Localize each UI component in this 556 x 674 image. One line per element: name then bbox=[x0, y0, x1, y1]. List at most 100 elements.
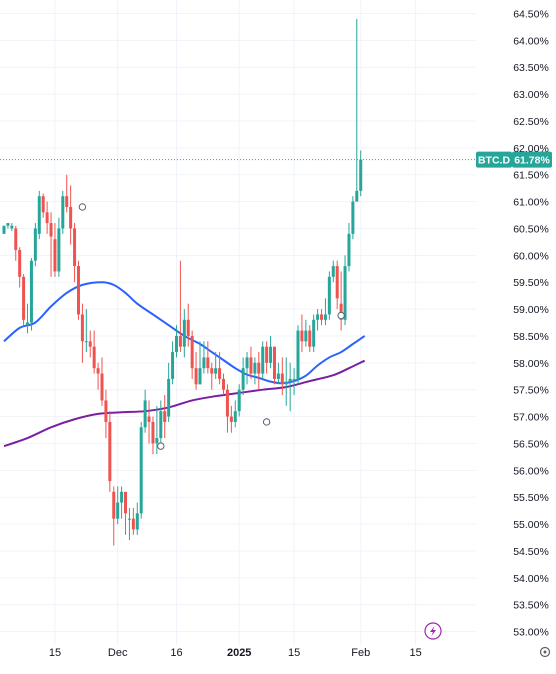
candle-body bbox=[206, 357, 210, 369]
candle bbox=[116, 486, 120, 525]
candle-body bbox=[171, 352, 175, 379]
candle bbox=[45, 201, 49, 234]
candle-body bbox=[210, 368, 214, 374]
candle bbox=[10, 223, 14, 232]
candle bbox=[198, 341, 202, 385]
candle-body bbox=[57, 228, 61, 272]
candle-body bbox=[76, 266, 80, 315]
candle-body bbox=[257, 362, 261, 374]
candle bbox=[96, 362, 100, 390]
candle-body bbox=[69, 206, 73, 229]
candle bbox=[120, 486, 124, 519]
candle-body bbox=[104, 400, 108, 422]
x-tick-label: Dec bbox=[108, 647, 128, 659]
candle-body bbox=[163, 411, 167, 422]
candle bbox=[331, 260, 335, 283]
candle bbox=[257, 352, 261, 390]
candle-body bbox=[343, 266, 347, 320]
candle bbox=[272, 346, 276, 385]
candle bbox=[151, 416, 155, 455]
candle bbox=[33, 223, 37, 267]
x-tick-label: 2025 bbox=[227, 647, 251, 659]
event-marker[interactable] bbox=[78, 203, 87, 211]
candle-body bbox=[147, 416, 151, 422]
candle-body bbox=[29, 260, 33, 323]
candle bbox=[241, 357, 245, 396]
symbol-tag[interactable] bbox=[476, 151, 512, 168]
candle bbox=[253, 357, 257, 385]
candle bbox=[53, 223, 57, 277]
candle bbox=[218, 352, 222, 385]
y-tick-label: 62.00% bbox=[513, 143, 549, 155]
candle bbox=[351, 196, 355, 240]
candle-body bbox=[308, 330, 312, 347]
candle-body bbox=[41, 196, 45, 213]
candle-body bbox=[249, 357, 253, 374]
candle bbox=[280, 357, 284, 396]
candle bbox=[26, 303, 30, 334]
y-tick-label: 55.00% bbox=[513, 519, 549, 531]
candle-body bbox=[280, 373, 284, 385]
candle bbox=[222, 373, 226, 396]
chart-icons bbox=[424, 622, 551, 658]
candle bbox=[265, 341, 269, 374]
candle-body bbox=[33, 228, 37, 261]
candle-body bbox=[65, 196, 69, 207]
candle-body bbox=[159, 411, 163, 439]
candle-body bbox=[127, 518, 131, 520]
candle-body bbox=[272, 346, 276, 379]
y-tick-label: 60.00% bbox=[513, 250, 549, 262]
candle-body bbox=[320, 314, 324, 320]
settings-icon[interactable] bbox=[539, 646, 551, 658]
candle-body bbox=[284, 381, 288, 385]
candle-body bbox=[218, 368, 222, 379]
candle bbox=[127, 507, 131, 541]
candle bbox=[159, 400, 163, 444]
candle-body bbox=[143, 400, 147, 428]
y-tick-label: 59.50% bbox=[513, 277, 549, 289]
y-tick-label: 54.50% bbox=[513, 546, 549, 558]
candle-body bbox=[202, 357, 206, 369]
y-tick-label: 58.50% bbox=[513, 331, 549, 343]
candle-body bbox=[174, 335, 178, 353]
last-price-tag[interactable] bbox=[512, 151, 552, 168]
y-axis[interactable]: 64.50% 64.00% 63.50% 63.00% 62.50% 62.00% 61.5… bbox=[513, 8, 549, 638]
x-tick-label: 15 bbox=[288, 647, 300, 659]
candle-body bbox=[198, 368, 202, 385]
event-marker[interactable] bbox=[262, 418, 271, 426]
y-tick-label: 56.00% bbox=[513, 465, 549, 477]
y-tick-label: 60.50% bbox=[513, 223, 549, 235]
candle-body bbox=[151, 421, 155, 444]
candle bbox=[84, 309, 88, 353]
event-marker[interactable] bbox=[337, 311, 345, 320]
candle-body bbox=[214, 368, 218, 374]
flash-icon-bolt bbox=[430, 626, 436, 636]
event-marker[interactable] bbox=[157, 442, 165, 450]
y-tick-label: 63.00% bbox=[513, 89, 549, 101]
candle-body bbox=[265, 346, 269, 363]
candle bbox=[245, 352, 249, 385]
candle-body bbox=[178, 335, 182, 347]
last-price-label: 61.78% bbox=[514, 155, 550, 167]
candle-body bbox=[190, 335, 194, 369]
candle-body bbox=[347, 233, 351, 267]
candle bbox=[194, 352, 198, 390]
y-tick-label: 56.50% bbox=[513, 438, 549, 450]
candle-body bbox=[14, 228, 18, 250]
candle bbox=[206, 341, 210, 374]
candle-body bbox=[241, 368, 245, 390]
moving-averages bbox=[3, 281, 366, 448]
candle-body bbox=[253, 362, 257, 374]
candle bbox=[76, 260, 80, 320]
event-markers bbox=[78, 203, 345, 450]
x-axis[interactable]: 15 Dec 16 2025 15 Feb 15 bbox=[49, 647, 422, 659]
flash-icon[interactable] bbox=[424, 622, 442, 640]
x-tick-label: 16 bbox=[170, 647, 182, 659]
candle bbox=[182, 309, 186, 358]
settings-icon-ring bbox=[539, 646, 551, 658]
candle bbox=[304, 319, 308, 347]
moving-average-slow-line bbox=[3, 359, 366, 448]
candle bbox=[112, 486, 116, 546]
